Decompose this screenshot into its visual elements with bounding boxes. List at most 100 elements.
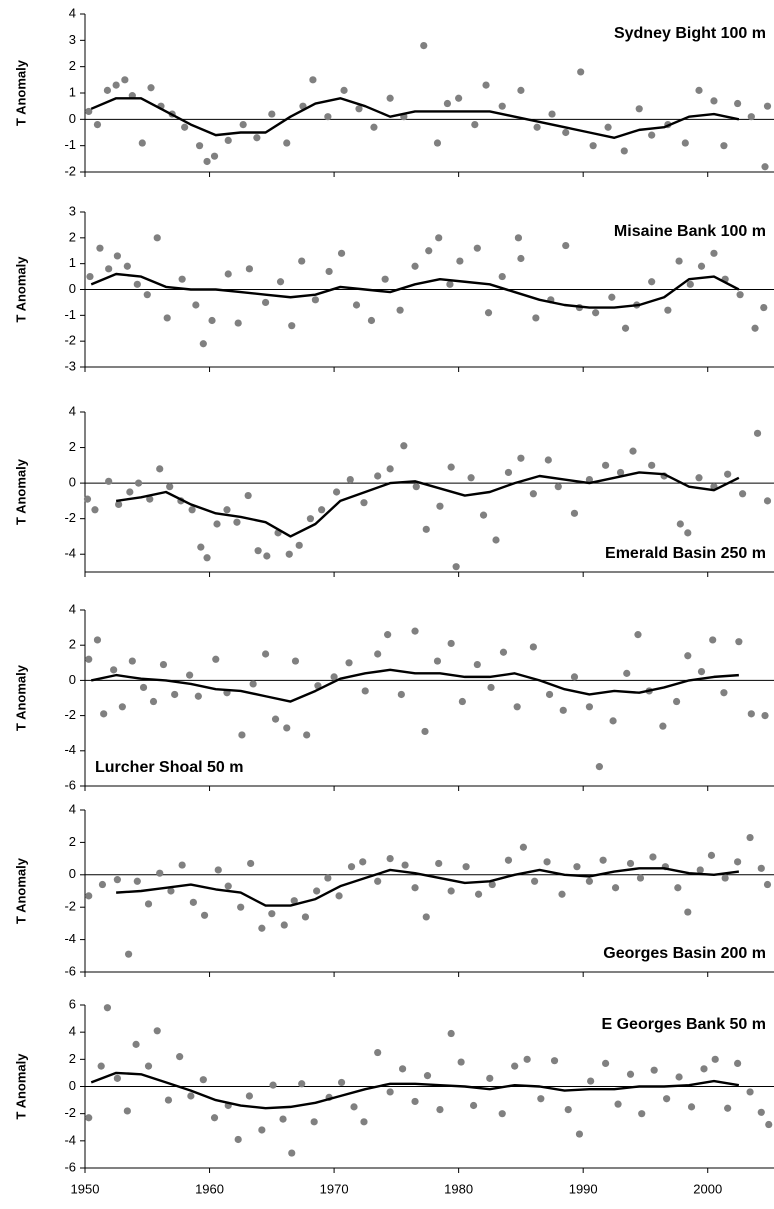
data-point	[91, 506, 99, 514]
y-tick-label: -3	[64, 358, 76, 373]
data-point	[298, 257, 306, 265]
data-point	[421, 727, 429, 736]
data-point	[736, 291, 744, 299]
data-point	[301, 913, 310, 921]
data-point	[710, 249, 718, 257]
data-point	[531, 877, 539, 885]
data-point	[374, 472, 382, 480]
data-point	[517, 254, 525, 263]
data-point	[156, 869, 164, 877]
data-point	[124, 950, 133, 958]
data-point	[113, 876, 121, 884]
data-point	[486, 1074, 494, 1082]
data-point	[422, 913, 430, 921]
data-point	[153, 234, 161, 242]
y-tick-label: -2	[64, 707, 76, 722]
data-point	[602, 1059, 610, 1068]
data-point	[253, 134, 261, 142]
data-point	[446, 280, 454, 288]
data-point	[400, 442, 408, 450]
data-point	[144, 900, 153, 908]
data-point	[592, 309, 600, 317]
data-point	[288, 322, 296, 330]
data-point	[585, 703, 594, 711]
data-point	[346, 475, 354, 484]
y-axis-label: T Anomaly	[13, 664, 28, 731]
data-point	[570, 673, 579, 681]
data-point	[447, 887, 455, 895]
data-point	[85, 1114, 93, 1122]
data-point	[484, 309, 493, 317]
data-point	[411, 627, 419, 635]
data-point	[189, 898, 197, 906]
data-point	[359, 858, 367, 866]
data-point	[176, 1053, 184, 1061]
data-point	[223, 506, 231, 514]
y-axis-label: T Anomaly	[13, 458, 28, 525]
y-tick-label: 2	[69, 439, 76, 454]
data-point	[113, 252, 121, 260]
data-point	[212, 655, 220, 663]
data-point	[456, 257, 464, 265]
data-point	[634, 631, 642, 639]
data-point	[474, 890, 483, 898]
data-point	[263, 552, 271, 560]
data-point	[381, 275, 389, 283]
data-point	[224, 270, 232, 278]
panel-title: Misaine Bank 100 m	[614, 223, 766, 240]
data-point	[318, 506, 326, 514]
data-point	[121, 76, 129, 84]
data-point	[276, 278, 285, 286]
data-point	[411, 262, 419, 270]
data-point	[188, 506, 196, 514]
y-tick-label: -6	[64, 777, 76, 792]
data-point	[352, 301, 361, 309]
data-point	[498, 102, 506, 110]
data-point	[585, 877, 594, 885]
data-point	[401, 861, 409, 869]
data-point	[675, 257, 683, 265]
y-axis-label: T Anomaly	[13, 857, 28, 924]
data-point	[545, 690, 554, 699]
data-point	[649, 853, 657, 861]
data-point	[126, 488, 134, 496]
y-tick-label: 2	[69, 834, 76, 849]
data-point	[360, 499, 368, 507]
y-tick-label: 4	[69, 403, 76, 418]
data-point	[258, 924, 266, 932]
data-point	[757, 864, 765, 872]
data-point	[309, 76, 317, 84]
data-point	[178, 861, 186, 869]
data-point	[411, 1097, 419, 1106]
data-point	[734, 1059, 742, 1068]
data-point	[760, 303, 768, 312]
data-point	[208, 316, 216, 325]
data-point	[504, 856, 513, 864]
data-point	[234, 319, 242, 327]
data-point	[519, 843, 528, 851]
data-point	[423, 1072, 432, 1080]
data-point	[684, 652, 692, 660]
y-tick-label: 4	[69, 5, 76, 20]
data-point	[367, 316, 376, 325]
y-tick-label: 0	[69, 111, 76, 126]
smoothed-line	[115, 471, 740, 538]
y-tick-label: 0	[69, 672, 76, 687]
data-point	[374, 1048, 382, 1057]
data-point	[214, 866, 222, 874]
data-point	[711, 1055, 719, 1063]
data-point	[695, 474, 703, 482]
data-point	[303, 731, 311, 739]
data-point	[199, 1076, 207, 1084]
data-point	[695, 86, 703, 94]
data-point	[544, 456, 552, 464]
data-point	[721, 874, 729, 882]
data-point	[753, 429, 762, 437]
data-point	[178, 275, 186, 283]
data-point	[237, 903, 245, 911]
data-point	[458, 697, 466, 706]
y-tick-label: -6	[64, 1159, 76, 1174]
data-point	[85, 892, 93, 900]
data-point	[203, 157, 211, 166]
